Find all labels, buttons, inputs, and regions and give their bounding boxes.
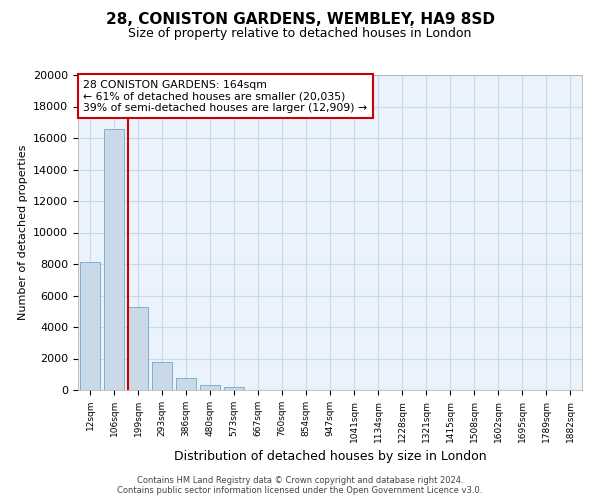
Text: 28 CONISTON GARDENS: 164sqm
← 61% of detached houses are smaller (20,035)
39% of: 28 CONISTON GARDENS: 164sqm ← 61% of det… xyxy=(83,80,367,113)
Bar xyxy=(80,262,100,390)
Bar xyxy=(128,306,148,390)
Bar xyxy=(152,362,172,390)
Bar xyxy=(224,387,244,390)
Y-axis label: Number of detached properties: Number of detached properties xyxy=(17,145,28,320)
Bar xyxy=(176,378,196,390)
Text: 28, CONISTON GARDENS, WEMBLEY, HA9 8SD: 28, CONISTON GARDENS, WEMBLEY, HA9 8SD xyxy=(106,12,494,28)
Text: Contains HM Land Registry data © Crown copyright and database right 2024.
Contai: Contains HM Land Registry data © Crown c… xyxy=(118,476,482,495)
Bar xyxy=(104,130,124,390)
X-axis label: Distribution of detached houses by size in London: Distribution of detached houses by size … xyxy=(173,450,487,463)
Bar xyxy=(200,386,220,390)
Text: Size of property relative to detached houses in London: Size of property relative to detached ho… xyxy=(128,28,472,40)
